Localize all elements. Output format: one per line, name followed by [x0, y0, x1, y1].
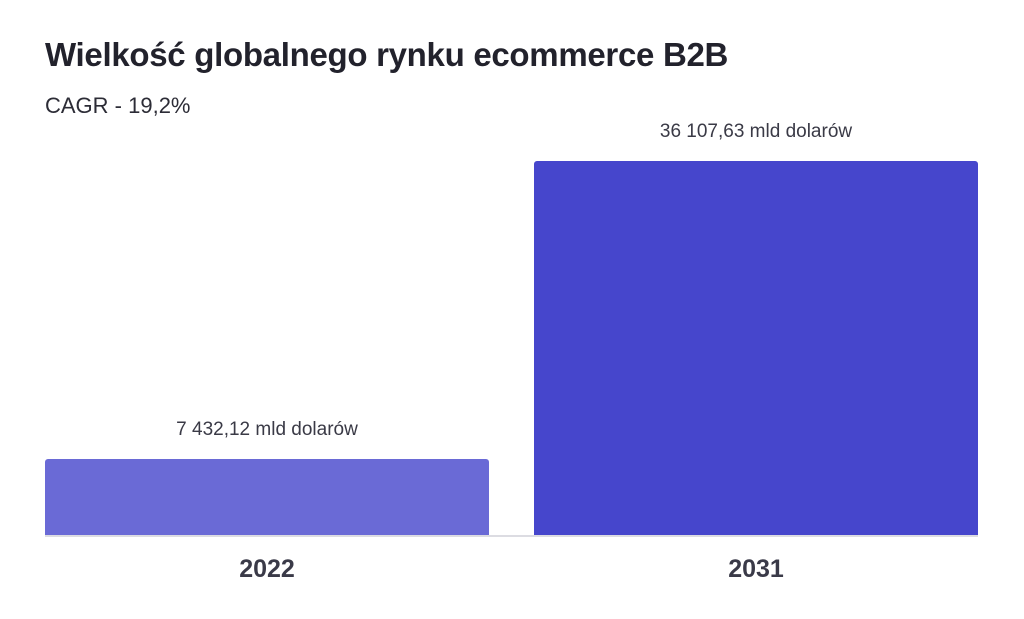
bar-2031 [534, 161, 978, 535]
bar-2022 [45, 459, 489, 535]
bar-value-label-2031: 36 107,63 mld dolarów [659, 121, 853, 142]
chart-title: Wielkość globalnego rynku ecommerce B2B [45, 36, 729, 73]
bar-value-label-2022: 7 432,12 mld dolarów [176, 419, 358, 440]
x-axis-label-2022: 2022 [239, 555, 295, 583]
x-axis-label-2031: 2031 [728, 555, 784, 583]
chart-subtitle-cagr: CAGR - 19,2% [45, 93, 191, 118]
x-axis-baseline [45, 535, 978, 537]
